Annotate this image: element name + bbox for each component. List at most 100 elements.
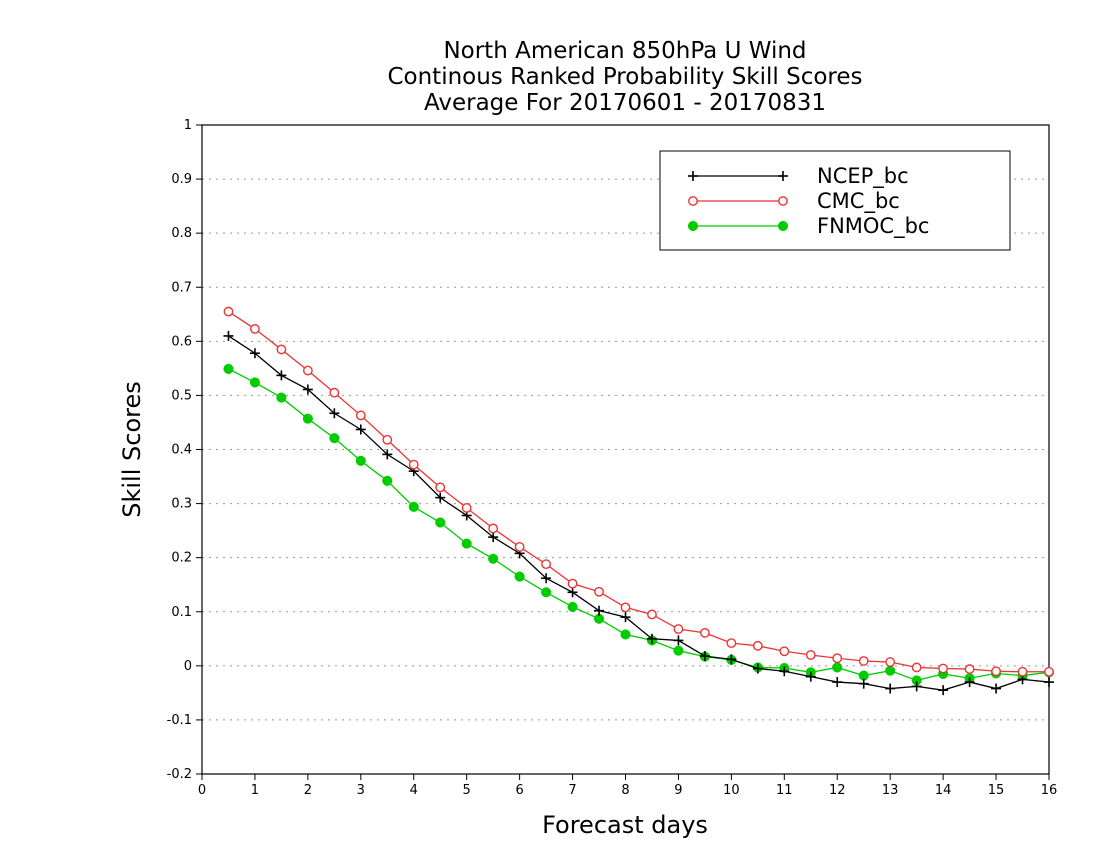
data-point bbox=[382, 449, 393, 460]
x-tick-label: 7 bbox=[568, 783, 576, 798]
data-point bbox=[647, 609, 657, 620]
x-tick-label: 10 bbox=[723, 783, 740, 798]
data-point bbox=[1044, 666, 1054, 677]
data-point bbox=[620, 602, 631, 613]
data-point bbox=[646, 633, 657, 644]
data-point bbox=[408, 501, 419, 512]
data-point bbox=[408, 459, 419, 470]
x-tick-label: 9 bbox=[674, 783, 682, 798]
x-tick-label: 8 bbox=[621, 783, 629, 798]
data-point bbox=[382, 475, 393, 486]
data-point bbox=[567, 587, 578, 598]
series-fnmoc-bc bbox=[223, 363, 1055, 686]
data-point bbox=[673, 624, 684, 634]
data-point bbox=[752, 663, 763, 674]
y-tick-label: -0.2 bbox=[167, 767, 192, 782]
data-point bbox=[541, 559, 551, 570]
x-tick-label: 11 bbox=[776, 783, 793, 798]
data-point bbox=[541, 573, 552, 584]
series-cmc-bc bbox=[223, 306, 1054, 677]
data-point bbox=[514, 541, 525, 552]
y-tick-label: 0.7 bbox=[171, 280, 192, 295]
data-point bbox=[302, 365, 313, 376]
data-point bbox=[514, 571, 525, 582]
data-point bbox=[488, 523, 499, 534]
x-tick-label: 1 bbox=[251, 783, 259, 798]
y-tick-label: 0.4 bbox=[171, 443, 192, 458]
y-tick-label: 0 bbox=[184, 659, 192, 674]
y-tick-label: 0.1 bbox=[171, 605, 192, 620]
data-point bbox=[302, 384, 313, 395]
data-point bbox=[567, 601, 578, 612]
data-point bbox=[223, 330, 234, 341]
x-tick-label: 16 bbox=[1041, 783, 1058, 798]
data-point bbox=[594, 605, 605, 616]
data-point bbox=[302, 413, 313, 424]
data-point bbox=[832, 677, 843, 688]
data-point bbox=[805, 671, 816, 682]
data-point bbox=[832, 662, 843, 673]
legend-label: NCEP_bc bbox=[817, 164, 909, 189]
series-ncep-bc bbox=[223, 330, 1054, 696]
legend-marker bbox=[687, 220, 699, 232]
data-point bbox=[673, 645, 684, 656]
y-tick-label: 0.2 bbox=[171, 551, 192, 566]
data-point bbox=[249, 377, 260, 388]
data-point bbox=[223, 306, 234, 317]
y-tick-label: 0.5 bbox=[171, 388, 192, 403]
data-point bbox=[1017, 666, 1028, 677]
data-point bbox=[911, 681, 922, 692]
x-axis-label: Forecast days bbox=[542, 811, 708, 839]
y-tick-label: 0.9 bbox=[171, 172, 192, 187]
data-point bbox=[964, 677, 975, 688]
legend-marker bbox=[688, 196, 698, 206]
data-point bbox=[276, 392, 287, 403]
data-point bbox=[885, 683, 896, 694]
data-point bbox=[488, 532, 499, 543]
x-tick-label: 13 bbox=[882, 783, 899, 798]
data-point bbox=[250, 323, 260, 334]
data-point bbox=[276, 344, 287, 355]
legend-entry: NCEP_bc bbox=[688, 164, 909, 189]
y-tick-label: -0.1 bbox=[167, 713, 192, 728]
legend-entry: CMC_bc bbox=[688, 189, 900, 214]
x-tick-label: 6 bbox=[515, 783, 523, 798]
data-point bbox=[726, 638, 737, 649]
data-point bbox=[488, 553, 499, 564]
gridlines bbox=[202, 178, 1049, 721]
chart-title-line: North American 850hPa U Wind bbox=[443, 38, 806, 64]
x-tick-label: 4 bbox=[410, 783, 418, 798]
data-point bbox=[594, 586, 604, 597]
data-point bbox=[991, 666, 1001, 677]
data-point bbox=[223, 363, 234, 374]
data-point bbox=[938, 685, 949, 696]
data-point bbox=[885, 657, 896, 667]
data-point bbox=[567, 578, 578, 589]
x-tick-label: 12 bbox=[829, 783, 846, 798]
data-point bbox=[620, 629, 631, 640]
y-tick-label: 0.8 bbox=[171, 226, 192, 241]
x-tick-label: 3 bbox=[357, 783, 365, 798]
data-point bbox=[329, 387, 340, 398]
y-axis-label: Skill Scores bbox=[118, 381, 146, 518]
legend-marker bbox=[778, 171, 788, 181]
data-point bbox=[435, 517, 446, 528]
data-point bbox=[355, 410, 366, 421]
series-line bbox=[228, 311, 1049, 673]
data-point bbox=[435, 492, 446, 503]
data-point bbox=[620, 612, 631, 623]
data-point bbox=[964, 664, 975, 674]
x-tick-label: 2 bbox=[304, 783, 312, 798]
data-series bbox=[223, 306, 1055, 696]
series-line bbox=[228, 368, 1050, 682]
legend-marker bbox=[778, 196, 788, 206]
y-tick-label: 1 bbox=[184, 118, 192, 133]
axis-ticks: -0.2-0.100.10.20.30.40.50.60.70.80.910 1 2… bbox=[167, 118, 1058, 798]
data-point bbox=[249, 348, 260, 359]
chart-title-line: Continous Ranked Probability Skill Score… bbox=[387, 64, 862, 90]
x-tick-label: 15 bbox=[988, 783, 1005, 798]
data-point bbox=[355, 424, 366, 435]
